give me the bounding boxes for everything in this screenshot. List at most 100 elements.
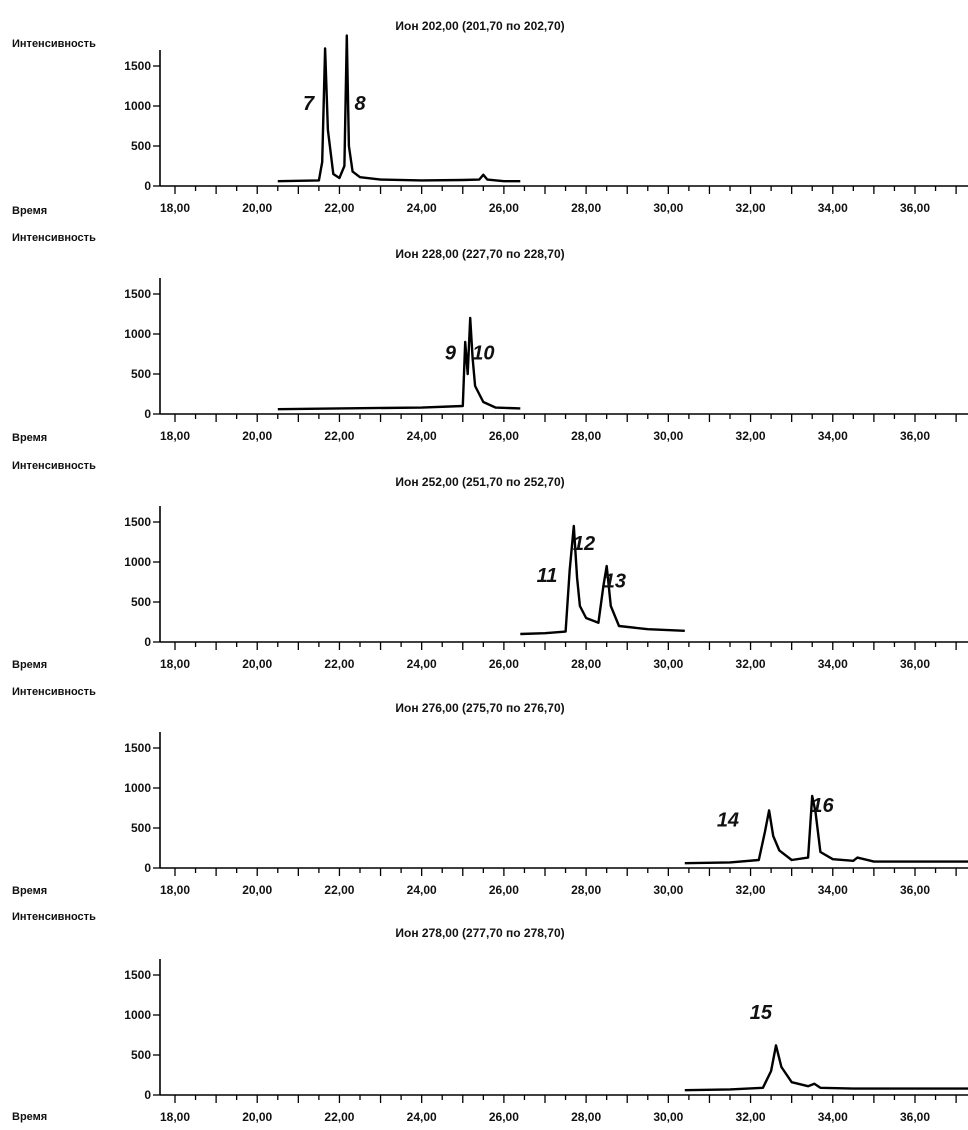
x-tick-label: 22,00 — [324, 883, 354, 897]
x-tick-label: 22,00 — [324, 201, 354, 215]
y-tick-label: 1000 — [124, 555, 151, 569]
x-tick-label: 30,00 — [653, 1110, 683, 1124]
x-tick-label: 18,00 — [160, 657, 190, 671]
chromatogram-panel-1: Ион 202,00 (201,70 по 202,70) Интенсивнос… — [12, 19, 968, 217]
y-tick-label: 1500 — [124, 968, 151, 982]
x-tick-label: 28,00 — [571, 883, 601, 897]
panel-title: Ион 276,00 (275,70 по 276,70) — [395, 701, 564, 715]
x-tick-label: 24,00 — [407, 1110, 437, 1124]
x-tick-label: 20,00 — [242, 883, 272, 897]
peak-label: 15 — [750, 1002, 773, 1024]
y-axis-label: Интенсивность — [12, 460, 96, 472]
peak-label: 16 — [811, 795, 834, 817]
x-axis-label: Время — [12, 432, 47, 444]
peak-label: 12 — [573, 533, 595, 555]
y-tick-label: 1500 — [124, 287, 151, 301]
y-tick-label: 500 — [131, 367, 151, 381]
y-axis-label: Интенсивность — [12, 911, 96, 923]
y-tick-label: 0 — [144, 179, 151, 193]
x-tick-label: 18,00 — [160, 883, 190, 897]
x-tick-label: 30,00 — [653, 201, 683, 215]
chromatogram-panel-5: Ион 278,00 (277,70 по 278,70) Интенсивнос… — [12, 911, 968, 1124]
x-tick-label: 24,00 — [407, 201, 437, 215]
x-tick-label: 26,00 — [489, 201, 519, 215]
y-tick-label: 1000 — [124, 99, 151, 113]
y-tick-label: 0 — [144, 861, 151, 875]
x-tick-label: 20,00 — [242, 429, 272, 443]
x-tick-label: 32,00 — [736, 883, 766, 897]
x-tick-label: 34,00 — [818, 883, 848, 897]
x-axis-label: Время — [12, 1111, 47, 1123]
x-axis-label: Время — [12, 205, 47, 217]
y-tick-label: 1500 — [124, 515, 151, 529]
y-tick-label: 500 — [131, 1048, 151, 1062]
series-line — [277, 34, 521, 183]
series-line — [684, 1044, 968, 1092]
series-line — [520, 524, 685, 636]
peak-label: 11 — [537, 565, 558, 587]
x-tick-label: 32,00 — [736, 201, 766, 215]
x-tick-label: 32,00 — [736, 429, 766, 443]
x-tick-label: 26,00 — [489, 429, 519, 443]
x-tick-label: 26,00 — [489, 657, 519, 671]
y-tick-label: 1500 — [124, 59, 151, 73]
y-tick-label: 500 — [131, 821, 151, 835]
peak-label: 10 — [472, 343, 494, 365]
x-tick-label: 24,00 — [407, 883, 437, 897]
x-tick-label: 36,00 — [900, 657, 930, 671]
y-tick-label: 1000 — [124, 781, 151, 795]
y-axis-label: Интенсивность — [12, 38, 96, 50]
x-tick-label: 18,00 — [160, 1110, 190, 1124]
x-tick-label: 28,00 — [571, 657, 601, 671]
x-tick-label: 24,00 — [407, 429, 437, 443]
y-tick-label: 500 — [131, 595, 151, 609]
x-tick-label: 22,00 — [324, 1110, 354, 1124]
y-tick-label: 0 — [144, 635, 151, 649]
x-axis-label: Время — [12, 659, 47, 671]
y-axis-label: Интенсивность — [12, 686, 96, 698]
panel-title: Ион 202,00 (201,70 по 202,70) — [395, 19, 564, 33]
x-tick-label: 28,00 — [571, 429, 601, 443]
x-tick-label: 36,00 — [900, 1110, 930, 1124]
x-tick-label: 34,00 — [818, 1110, 848, 1124]
y-tick-label: 1000 — [124, 327, 151, 341]
x-tick-label: 36,00 — [900, 883, 930, 897]
x-tick-label: 22,00 — [324, 429, 354, 443]
y-tick-label: 1000 — [124, 1008, 151, 1022]
x-axis-label: Время — [12, 885, 47, 897]
y-tick-label: 500 — [131, 139, 151, 153]
x-tick-label: 30,00 — [653, 657, 683, 671]
y-tick-label: 0 — [144, 407, 151, 421]
y-tick-label: 1500 — [124, 741, 151, 755]
x-tick-label: 20,00 — [242, 201, 272, 215]
x-tick-label: 18,00 — [160, 429, 190, 443]
peak-label: 7 — [303, 93, 315, 115]
x-tick-label: 26,00 — [489, 883, 519, 897]
x-tick-label: 34,00 — [818, 429, 848, 443]
y-tick-label: 0 — [144, 1088, 151, 1102]
chromatogram-panel-4: Ион 276,00 (275,70 по 276,70) Интенсивнос… — [12, 686, 968, 897]
x-tick-label: 30,00 — [653, 429, 683, 443]
x-tick-label: 36,00 — [900, 429, 930, 443]
peak-label: 13 — [604, 571, 626, 593]
x-tick-label: 32,00 — [736, 657, 766, 671]
x-tick-label: 26,00 — [489, 1110, 519, 1124]
panel-title: Ион 252,00 (251,70 по 252,70) — [395, 475, 564, 489]
x-tick-label: 20,00 — [242, 657, 272, 671]
peak-label: 8 — [354, 93, 366, 115]
x-tick-label: 34,00 — [818, 201, 848, 215]
series-line — [684, 794, 968, 865]
series-line — [277, 316, 521, 411]
x-tick-label: 28,00 — [571, 1110, 601, 1124]
x-tick-label: 34,00 — [818, 657, 848, 671]
y-axis-label: Интенсивность — [12, 232, 96, 244]
x-tick-label: 22,00 — [324, 657, 354, 671]
x-tick-label: 32,00 — [736, 1110, 766, 1124]
chromatogram-panel-2: Ион 228,00 (227,70 по 228,70) Интенсивнос… — [12, 232, 968, 444]
peak-label: 9 — [445, 343, 457, 365]
chromatogram-panel-3: Ион 252,00 (251,70 по 252,70) Интенсивнос… — [12, 460, 968, 671]
panel-title: Ион 278,00 (277,70 по 278,70) — [395, 926, 564, 940]
x-tick-label: 30,00 — [653, 883, 683, 897]
x-tick-label: 36,00 — [900, 201, 930, 215]
